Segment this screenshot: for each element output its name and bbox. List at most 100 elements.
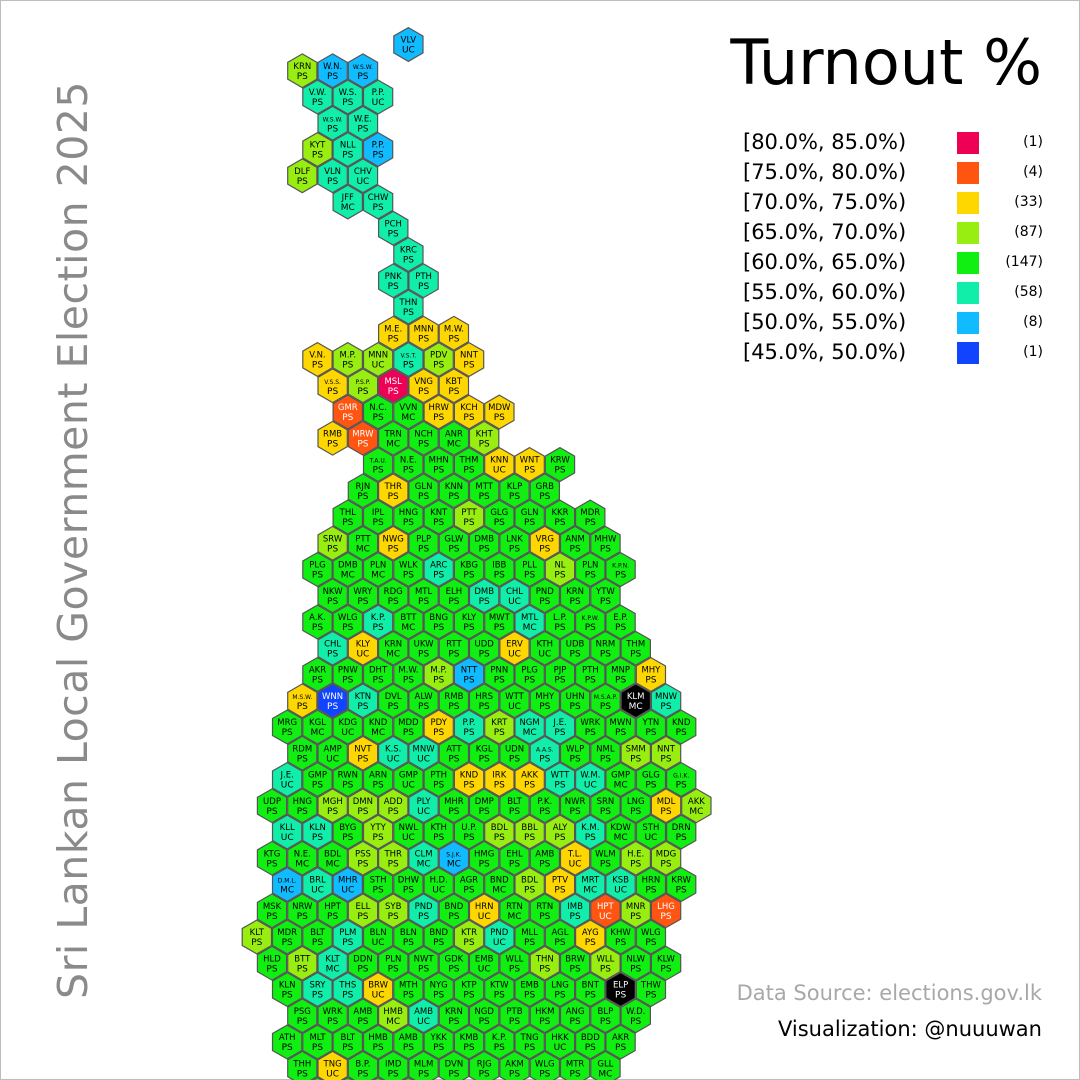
hex-label-type: PS [418,334,429,344]
hex-label-name: KDW [610,823,631,833]
hex-fill [438,630,470,666]
hex-label-name: THM [625,639,645,649]
hex-fill [317,1050,348,1080]
council-hex: M.E.PS [378,315,409,351]
hex-label-type: UC [432,886,445,896]
hex-label-type: UC [508,702,521,712]
hex-label-name: EMB [475,954,494,964]
hex-fill [438,840,470,876]
hex-label-name: KLN [309,823,326,833]
hex-label-type: PS [600,597,611,607]
hex-fill [378,893,409,929]
hex-label-name: BNT [582,981,600,991]
hex-fill [378,683,409,719]
hex-label-type: PS [388,492,399,502]
hex-fill [590,998,621,1034]
hex-label-name: BTT [294,954,311,964]
hex-label-type: PS [494,413,505,423]
hex-label-type: PS [539,964,550,974]
hex-label-type: PS [327,544,338,554]
council-hex: K.M.PS [574,814,606,850]
hex-label-type: PS [373,518,384,528]
hex-label-type: PS [297,177,308,187]
legend-swatch [957,312,979,334]
hex-label-type: MC [371,728,385,738]
legend-row: [60.0%, 65.0%) (147) [743,248,1043,278]
hex-label-type: PS [494,991,505,1001]
hex-fill [271,919,303,955]
hex-label-name: GLL [597,1059,613,1069]
hex-fill [499,998,530,1034]
hex-fill [438,945,470,981]
hex-label-type: PS [342,833,353,843]
hex-fill [590,893,621,929]
hex-label-name: PCH [384,219,401,229]
hex-fill [484,971,515,1008]
hex-label-name: DMB [474,534,494,544]
hex-label-type: PS [418,544,429,554]
hex-fill [378,945,409,981]
hex-label-type: PS [463,938,474,948]
hex-label-type: PS [630,912,641,922]
hex-label-type: PS [554,781,565,791]
hex-fill [544,446,576,483]
hex-label-type: UC [417,1017,430,1027]
hex-fill [544,1024,576,1060]
hex-label-name: A.K. [309,613,326,623]
council-hex: S.J.K.MC [438,840,470,876]
hex-fill [665,814,697,850]
hex-fill [635,814,667,850]
hex-fill [362,919,394,955]
hex-label-type: PS [463,781,474,791]
hex-label-name: DMB [338,561,358,571]
hex-label-name: PNW [338,666,358,676]
hex-fill [287,788,318,824]
hex-label-type: PS [615,623,626,633]
hex-label-name: PND [490,928,508,938]
hex-fill [438,525,470,561]
hex-label-name: M.S.A.P. [594,694,617,701]
hex-fill [362,709,394,745]
hex-fill [408,578,439,614]
hex-label-type: UC [372,361,385,371]
hex-label-type: PS [524,571,535,581]
visualization-credit: Visualization: @nuuuwan [778,1017,1042,1041]
hex-label-type: PS [448,387,459,397]
council-hex: M.W.PS [438,315,470,351]
hex-label-name: ALW [415,692,434,702]
hex-label-type: PS [524,833,535,843]
hex-fill [317,840,348,876]
hex-label-name: ANM [565,534,585,544]
hex-label-name: W.D. [626,1007,645,1017]
hex-label-type: PS [388,387,399,397]
hex-fill [499,473,530,509]
hex-label-name: WLG [641,928,661,938]
hex-fill [362,394,394,430]
hex-label-type: PS [554,676,565,686]
hex-label-name: VLV [401,36,417,46]
hex-label-name: RWN [338,771,358,781]
council-hex: P.K.PS [529,788,561,824]
